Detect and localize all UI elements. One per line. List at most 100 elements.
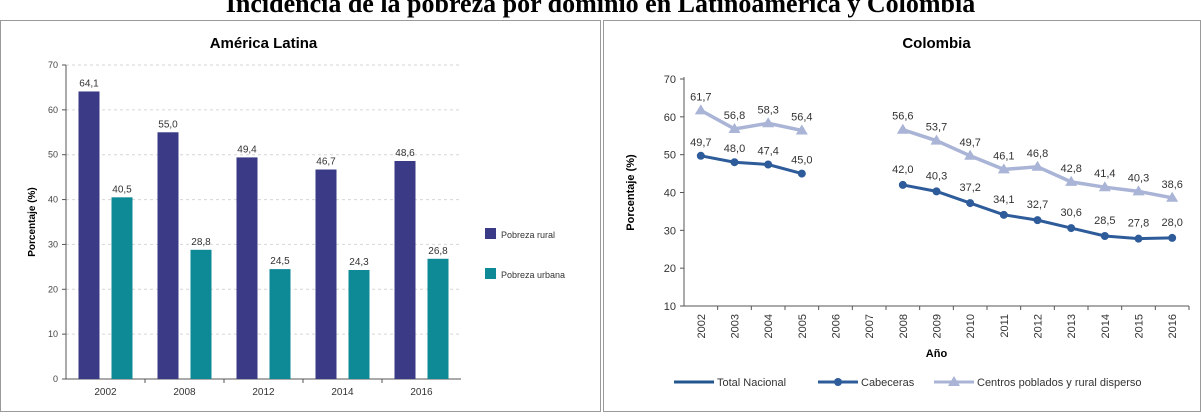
data-label: 40,3 — [1128, 172, 1149, 184]
chart-title: América Latina — [210, 35, 318, 52]
x-tick-label: 2007 — [864, 314, 876, 338]
line-cabeceras — [902, 183, 1173, 241]
y-tick-label: 70 — [664, 74, 676, 86]
y-axis-label: Porcentaje (%) — [625, 154, 637, 231]
point-rural-disperso — [896, 123, 909, 134]
point-cabeceras — [1067, 224, 1076, 233]
point-rural-disperso — [762, 117, 775, 128]
y-tick-label: 30 — [48, 239, 58, 249]
bar-urbana — [269, 269, 291, 379]
x-tick-label: 2012 — [252, 387, 275, 398]
y-tick-label: 60 — [664, 112, 676, 124]
data-label: 34,1 — [993, 194, 1014, 206]
point-rural-disperso — [1166, 191, 1179, 202]
data-label: 24,3 — [349, 257, 369, 268]
x-tick-label: 2016 — [410, 387, 433, 398]
point-rural-disperso — [964, 149, 977, 160]
legend-marker — [834, 378, 842, 386]
data-label: 46,8 — [1027, 148, 1048, 160]
legend-label: Total Nacional — [717, 377, 786, 389]
data-label: 55,0 — [158, 119, 178, 130]
legend-marker — [948, 376, 960, 386]
line-cabeceras — [700, 154, 803, 176]
legend-swatch — [485, 228, 496, 239]
bar-urbana — [111, 197, 133, 379]
point-cabeceras — [1134, 234, 1143, 243]
x-tick-label: 2015 — [1134, 314, 1146, 338]
y-tick-label: 70 — [48, 60, 58, 70]
y-tick-label: 0 — [53, 374, 58, 384]
x-tick-label: 2008 — [173, 387, 196, 398]
y-tick-label: 20 — [664, 263, 676, 275]
data-label: 28,5 — [1094, 215, 1115, 227]
data-label: 28,8 — [191, 237, 211, 248]
x-tick-label: 2006 — [831, 314, 843, 338]
point-cabeceras — [932, 187, 941, 196]
x-axis-label: Año — [926, 348, 948, 360]
data-label: 26,8 — [428, 246, 448, 257]
bar-rural — [394, 160, 416, 379]
y-tick-label: 40 — [48, 195, 58, 205]
data-label: 47,4 — [757, 146, 778, 158]
legend-label: Pobreza rural — [501, 230, 555, 240]
line-rural-disperso — [699, 108, 803, 133]
point-cabeceras — [764, 160, 773, 169]
y-tick-label: 40 — [664, 188, 676, 200]
x-tick-label: 2003 — [730, 314, 742, 338]
x-tick-label: 2005 — [797, 314, 809, 338]
y-tick-label: 60 — [48, 105, 58, 115]
x-tick-label: 2010 — [965, 314, 977, 338]
x-tick-label: 2002 — [696, 314, 708, 338]
america-latina-panel: América Latina 0 10 20 30 40 50 60 70 Porcentaje … — [0, 20, 601, 412]
x-tick-label: 2014 — [1100, 314, 1112, 338]
x-tick-label: 2014 — [331, 387, 354, 398]
point-cabeceras — [966, 199, 975, 208]
bar-rural — [315, 169, 337, 379]
y-tick-label: 10 — [48, 329, 58, 339]
data-label: 56,4 — [791, 111, 812, 123]
y-tick-label: 10 — [664, 301, 676, 313]
data-label: 48,0 — [724, 143, 745, 155]
data-label: 61,7 — [690, 91, 711, 103]
point-cabeceras — [1168, 233, 1177, 242]
data-label: 45,0 — [791, 155, 812, 167]
data-label: 41,4 — [1094, 168, 1115, 180]
data-label: 42,0 — [892, 164, 913, 176]
x-tick-label: 2008 — [898, 314, 910, 338]
bar-urbana — [190, 249, 212, 379]
legend-label: Centros poblados y rural disperso — [977, 377, 1141, 389]
point-rural-disperso — [1065, 175, 1078, 186]
data-label: 49,7 — [959, 137, 980, 149]
point-rural-disperso — [1098, 181, 1111, 192]
bar-rural — [236, 157, 258, 379]
data-label: 56,6 — [892, 111, 913, 123]
point-cabeceras — [999, 210, 1008, 219]
data-label: 42,8 — [1060, 163, 1081, 175]
data-label: 30,6 — [1060, 207, 1081, 219]
figure-title: Incidencia de la pobreza por dominio en … — [225, 0, 976, 18]
point-cabeceras — [797, 169, 806, 178]
y-axis-label: Porcentaje (%) — [27, 187, 38, 256]
point-rural-disperso — [728, 122, 741, 133]
point-rural-disperso — [997, 163, 1010, 174]
x-tick-label: 2004 — [763, 314, 775, 338]
point-rural-disperso — [694, 104, 707, 115]
point-cabeceras — [696, 151, 705, 160]
data-label: 56,8 — [724, 110, 745, 122]
data-label: 24,5 — [270, 256, 290, 267]
colombia-panel: Colombia 10 20 30 40 50 60 70 Porcentaje (%) 2002… — [603, 20, 1201, 412]
data-label: 40,3 — [926, 170, 947, 182]
bar-urbana — [348, 269, 370, 379]
point-cabeceras — [898, 180, 907, 189]
data-label: 46,7 — [316, 157, 336, 168]
bar-rural — [157, 132, 179, 379]
chart-title: Colombia — [902, 35, 971, 52]
y-tick-label: 20 — [48, 284, 58, 294]
america-latina-chart: América Latina 0 10 20 30 40 50 60 70 Porcentaje … — [27, 35, 565, 398]
data-label: 38,6 — [1161, 179, 1182, 191]
x-tick-label: 2013 — [1066, 314, 1078, 338]
data-label: 46,1 — [993, 150, 1014, 162]
data-label: 37,2 — [959, 182, 980, 194]
data-label: 40,5 — [112, 184, 132, 195]
point-rural-disperso — [930, 134, 943, 145]
